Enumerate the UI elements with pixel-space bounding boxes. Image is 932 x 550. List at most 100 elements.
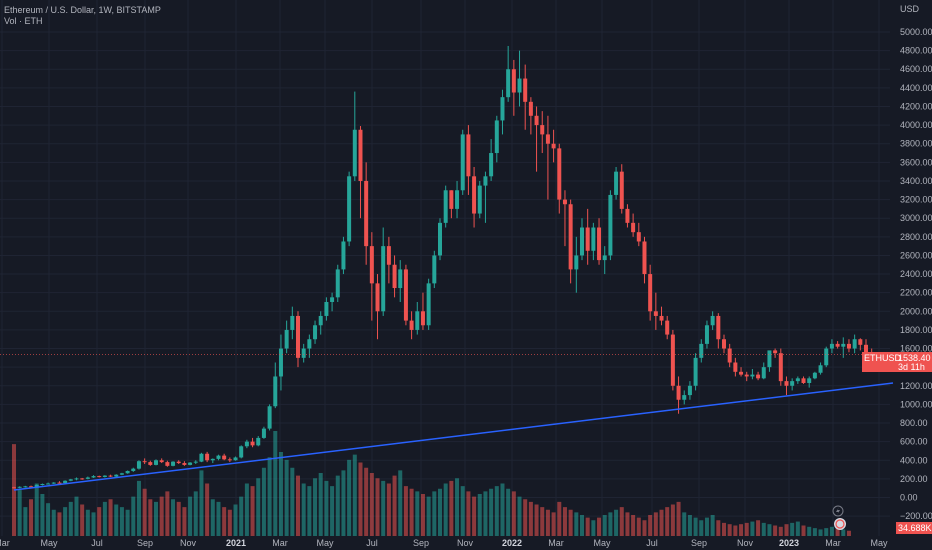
candle[interactable]: [846, 339, 851, 353]
candle[interactable]: [182, 461, 187, 466]
candle[interactable]: [12, 486, 16, 489]
candles[interactable]: [12, 45, 874, 489]
candle[interactable]: [193, 460, 198, 464]
candle[interactable]: [364, 162, 369, 265]
candle[interactable]: [693, 353, 698, 391]
candle[interactable]: [244, 439, 249, 449]
candle[interactable]: [352, 91, 357, 181]
candle[interactable]: [233, 456, 238, 461]
candle[interactable]: [46, 482, 51, 485]
candle[interactable]: [756, 371, 761, 381]
candle[interactable]: [267, 404, 272, 431]
candle[interactable]: [381, 227, 386, 316]
candle[interactable]: [313, 320, 318, 344]
candle[interactable]: [250, 437, 255, 448]
candle[interactable]: [318, 311, 323, 335]
candle[interactable]: [125, 470, 130, 474]
candle[interactable]: [500, 89, 505, 135]
candle[interactable]: [290, 306, 295, 340]
candle[interactable]: [551, 129, 556, 163]
candle[interactable]: [858, 338, 863, 351]
candle[interactable]: [614, 166, 619, 200]
candle[interactable]: [108, 474, 113, 478]
candle[interactable]: [812, 371, 817, 380]
candle[interactable]: [540, 111, 545, 154]
candle[interactable]: [653, 292, 658, 330]
candle[interactable]: [824, 346, 829, 368]
candle[interactable]: [23, 485, 28, 488]
candle[interactable]: [545, 115, 550, 200]
candle[interactable]: [477, 180, 482, 219]
candle[interactable]: [80, 477, 85, 480]
candle[interactable]: [301, 343, 306, 363]
candle[interactable]: [665, 315, 670, 340]
candle[interactable]: [568, 199, 573, 284]
candle[interactable]: [375, 274, 380, 340]
candle[interactable]: [426, 278, 431, 330]
candle[interactable]: [392, 255, 397, 298]
candle[interactable]: [676, 376, 681, 414]
candle[interactable]: [710, 311, 715, 330]
candle[interactable]: [511, 59, 516, 116]
candle[interactable]: [341, 236, 346, 275]
candle[interactable]: [739, 367, 744, 377]
candle[interactable]: [409, 311, 414, 340]
candle[interactable]: [227, 457, 232, 463]
candle[interactable]: [852, 334, 857, 354]
candle[interactable]: [750, 369, 755, 380]
candle[interactable]: [494, 115, 499, 163]
time-axis[interactable]: Mar May Jul Sep Nov 2021 Mar May Jul Sep Nov 2022 Ma…: [0, 538, 888, 548]
events-icon[interactable]: [834, 518, 846, 530]
candle[interactable]: [580, 218, 584, 261]
candle[interactable]: [91, 475, 96, 478]
candle[interactable]: [829, 339, 834, 354]
candle[interactable]: [506, 45, 511, 102]
candle[interactable]: [699, 339, 704, 363]
candle[interactable]: [460, 129, 465, 195]
candle[interactable]: [619, 164, 624, 214]
candle[interactable]: [188, 462, 193, 466]
lightning-icon[interactable]: [832, 505, 844, 517]
candle[interactable]: [574, 236, 579, 293]
candle[interactable]: [704, 320, 709, 349]
candle[interactable]: [466, 125, 471, 195]
candle[interactable]: [562, 190, 567, 247]
candle[interactable]: [176, 460, 181, 464]
candle[interactable]: [523, 64, 528, 130]
candle[interactable]: [631, 213, 636, 237]
candle[interactable]: [68, 478, 73, 482]
candle[interactable]: [455, 180, 460, 219]
candle[interactable]: [818, 362, 823, 375]
candle[interactable]: [57, 481, 62, 484]
candle[interactable]: [727, 343, 732, 368]
candle[interactable]: [438, 218, 442, 261]
candle[interactable]: [602, 246, 607, 275]
candle[interactable]: [682, 390, 687, 405]
candle[interactable]: [131, 467, 136, 472]
candle[interactable]: [403, 264, 408, 326]
candle[interactable]: [63, 480, 68, 484]
candle[interactable]: [801, 376, 806, 384]
candle[interactable]: [74, 477, 79, 481]
candle[interactable]: [307, 334, 312, 358]
candle[interactable]: [778, 348, 783, 386]
candle[interactable]: [386, 236, 391, 284]
candle[interactable]: [358, 126, 363, 219]
candle[interactable]: [335, 264, 340, 302]
candle[interactable]: [273, 362, 278, 409]
candle[interactable]: [648, 264, 653, 321]
candle[interactable]: [449, 190, 454, 219]
candle[interactable]: [347, 171, 352, 247]
candle[interactable]: [670, 329, 675, 391]
trendline[interactable]: [13, 382, 894, 491]
candle[interactable]: [835, 341, 840, 349]
candle[interactable]: [102, 475, 107, 478]
candle[interactable]: [767, 350, 772, 372]
candle[interactable]: [642, 236, 647, 284]
candle[interactable]: [597, 218, 602, 265]
candle[interactable]: [97, 475, 102, 478]
candle[interactable]: [216, 454, 221, 461]
candle[interactable]: [636, 222, 641, 247]
candle[interactable]: [687, 381, 692, 400]
